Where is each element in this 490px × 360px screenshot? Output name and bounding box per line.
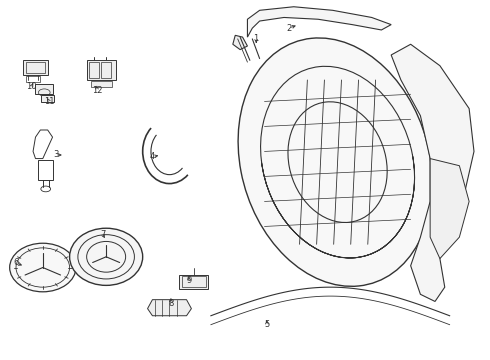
FancyBboxPatch shape [179,275,208,289]
Text: 6: 6 [13,258,19,267]
Text: 4: 4 [150,152,155,161]
FancyBboxPatch shape [35,84,52,94]
Text: 3: 3 [53,150,59,159]
Ellipse shape [238,38,432,286]
Text: 8: 8 [168,299,173,308]
Text: 1: 1 [254,35,259,44]
Polygon shape [233,35,247,50]
Text: 10: 10 [26,82,37,91]
Polygon shape [247,7,391,37]
Text: 7: 7 [100,230,105,239]
FancyBboxPatch shape [41,95,53,102]
Text: 5: 5 [264,320,270,329]
Text: 12: 12 [92,86,102,95]
Text: 2: 2 [286,24,292,33]
FancyBboxPatch shape [91,81,113,87]
Polygon shape [147,300,192,316]
Polygon shape [391,44,474,301]
Ellipse shape [10,243,76,292]
FancyBboxPatch shape [24,60,48,75]
Text: 11: 11 [44,97,54,106]
FancyBboxPatch shape [87,60,116,80]
Text: 9: 9 [186,275,192,284]
Polygon shape [430,158,469,258]
Ellipse shape [70,228,143,285]
